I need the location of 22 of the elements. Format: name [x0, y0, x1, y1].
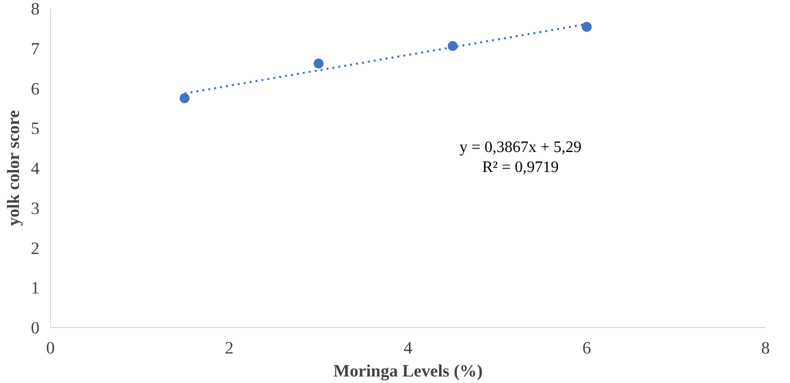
- y-tick-label: 1: [30, 278, 40, 298]
- x-tick-label: 2: [224, 338, 234, 358]
- point: [582, 22, 592, 32]
- y-tick-label: 7: [30, 39, 40, 58]
- y-axis-title: yolk color score: [4, 110, 23, 226]
- y-tick-label: 5: [30, 119, 40, 138]
- x-tick-label: 0: [46, 338, 55, 358]
- y-tick-label: 8: [30, 0, 40, 18]
- x-axis-title: Moringa Levels (%): [333, 362, 483, 380]
- y-tick-label: 6: [30, 79, 40, 98]
- point: [314, 58, 324, 69]
- x-tick-label: 4: [404, 338, 413, 358]
- y-tick-label: 0: [30, 318, 40, 338]
- annotation: R² = 0,9719: [482, 159, 559, 176]
- y-tick-label: 2: [30, 238, 40, 258]
- y-tick-label: 4: [30, 159, 40, 178]
- point: [448, 40, 458, 51]
- x-tick-label: 8: [761, 338, 770, 358]
- point: [180, 93, 190, 104]
- x-tick-label: 6: [582, 338, 592, 358]
- annotation: y = 0,3867x + 5,29: [459, 139, 582, 156]
- y-tick-label: 3: [30, 198, 40, 218]
